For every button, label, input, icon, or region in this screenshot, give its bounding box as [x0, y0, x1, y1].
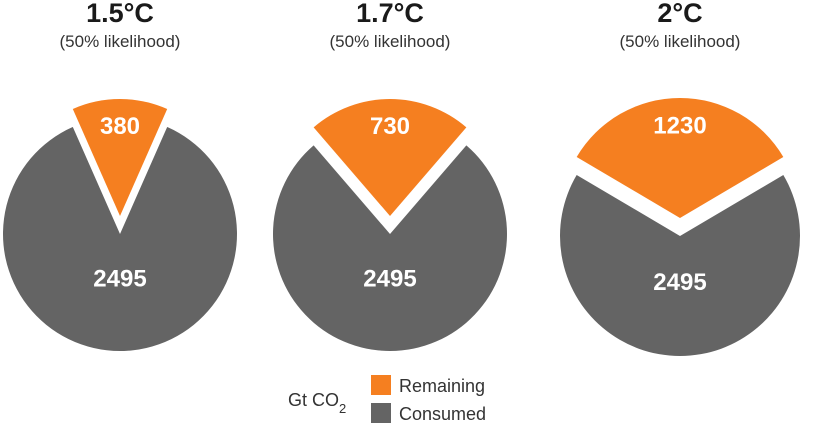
legend: Gt CO2 Remaining Consumed	[288, 375, 486, 424]
pie-title: 1.7°C	[356, 0, 424, 28]
label-remaining: 380	[100, 113, 140, 140]
slice-consumed	[560, 174, 801, 356]
slice-consumed	[273, 145, 508, 352]
label-consumed: 2495	[653, 269, 706, 296]
legend-unit: Gt CO2	[288, 390, 346, 416]
label-consumed: 2495	[93, 266, 146, 293]
legend-label-consumed: Consumed	[399, 404, 486, 424]
slice-remaining	[576, 97, 784, 218]
slice-consumed	[3, 126, 237, 351]
pie-chart-3: 1230 2495 2°C (50% likelihood)	[560, 0, 801, 356]
legend-swatch-consumed	[371, 403, 391, 423]
pie-chart-1: 380 2495 1.5°C (50% likelihood)	[3, 0, 237, 351]
legend-swatch-remaining	[371, 375, 391, 395]
slice-remaining	[313, 99, 467, 216]
pie-subtitle: (50% likelihood)	[60, 32, 181, 51]
slice-remaining	[72, 98, 168, 216]
legend-label-remaining: Remaining	[399, 376, 485, 396]
label-remaining: 730	[370, 113, 410, 140]
pie-subtitle: (50% likelihood)	[330, 32, 451, 51]
pie-title: 1.5°C	[86, 0, 154, 28]
pie-subtitle: (50% likelihood)	[620, 32, 741, 51]
pie-title: 2°C	[657, 0, 702, 28]
pie-chart-2: 730 2495 1.7°C (50% likelihood)	[273, 0, 508, 352]
label-remaining: 1230	[653, 113, 706, 140]
label-consumed: 2495	[363, 266, 416, 293]
